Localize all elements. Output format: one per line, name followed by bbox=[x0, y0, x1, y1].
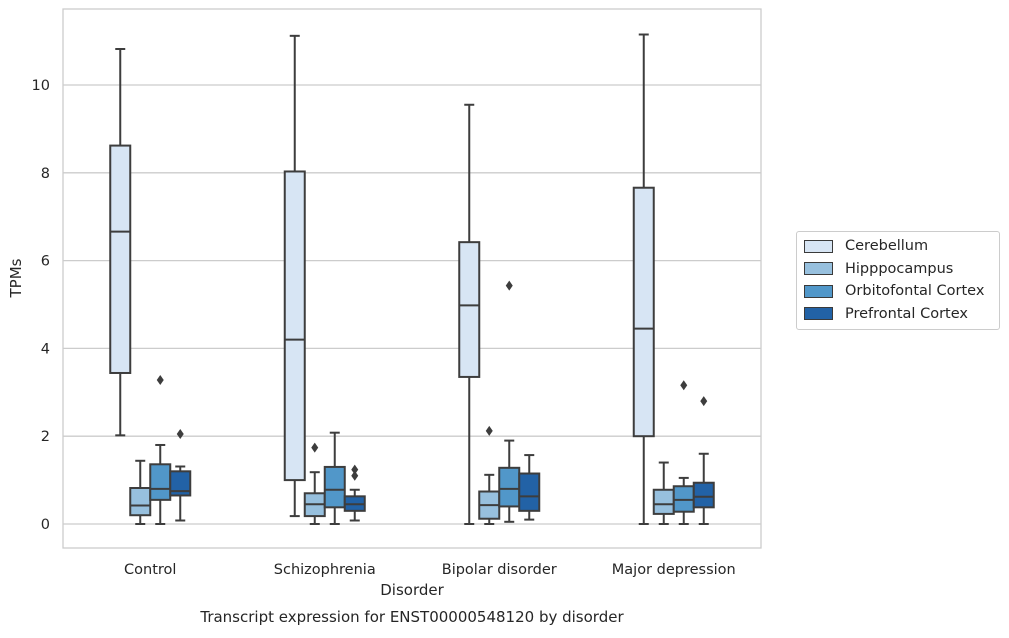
box bbox=[323, 465, 346, 509]
x-axis-label: Disorder bbox=[380, 581, 444, 599]
outlier-point bbox=[485, 425, 493, 436]
y-tick-label: 4 bbox=[41, 341, 50, 357]
box bbox=[652, 488, 675, 515]
legend-label: Orbitofontal Cortex bbox=[845, 283, 985, 300]
outlier-point bbox=[156, 375, 164, 386]
box-plot-series bbox=[109, 33, 715, 525]
y-tick-label: 2 bbox=[41, 429, 50, 445]
x-tick-label: Bipolar disorder bbox=[442, 562, 557, 578]
legend-item: Prefrontal Cortex bbox=[797, 303, 999, 326]
box-group bbox=[323, 431, 346, 525]
box bbox=[169, 470, 192, 497]
box-group bbox=[129, 459, 152, 525]
box bbox=[283, 170, 306, 482]
box bbox=[149, 463, 172, 501]
x-tick-label: Control bbox=[124, 562, 176, 578]
box-group bbox=[478, 425, 501, 525]
legend-swatch bbox=[804, 262, 833, 276]
y-tick-label: 10 bbox=[32, 78, 50, 94]
outlier-point bbox=[680, 380, 688, 391]
legend-swatch bbox=[804, 239, 833, 253]
y-tick-label: 0 bbox=[41, 517, 50, 533]
legend-label: Cerebellum bbox=[845, 238, 929, 255]
grid-lines bbox=[63, 84, 761, 525]
legend-item: Hipppocampus bbox=[797, 258, 999, 281]
outlier-point bbox=[700, 396, 708, 407]
box-group bbox=[283, 34, 306, 518]
y-axis-label: TPMs bbox=[7, 258, 25, 298]
plot-frame bbox=[62, 8, 762, 549]
box bbox=[458, 241, 481, 378]
y-tick-label: 6 bbox=[41, 254, 50, 270]
box-group bbox=[632, 33, 655, 525]
box-group bbox=[149, 375, 172, 525]
box-group bbox=[169, 429, 192, 522]
outlier-point bbox=[311, 442, 319, 453]
legend-swatch bbox=[804, 284, 833, 298]
chart-title: Transcript expression for ENST0000054812… bbox=[199, 608, 624, 626]
box-group bbox=[303, 442, 326, 525]
outlier-point bbox=[351, 470, 359, 481]
x-tick-label: Schizophrenia bbox=[274, 562, 376, 578]
x-tick-label: Major depression bbox=[612, 562, 736, 578]
outlier-point bbox=[176, 429, 184, 440]
box-group bbox=[652, 461, 675, 525]
box-group bbox=[109, 48, 132, 437]
box bbox=[498, 466, 521, 508]
box-group bbox=[692, 396, 715, 525]
legend: Cerebellum Hipppocampus Orbitofontal Corte… bbox=[796, 231, 1000, 330]
box bbox=[129, 487, 152, 517]
outlier-point bbox=[505, 280, 513, 291]
axis-ticks: 0 2 4 6 8 10 Control Schizophrenia Bipolar disor… bbox=[32, 78, 736, 578]
legend-label: Prefrontal Cortex bbox=[845, 305, 968, 322]
box-group bbox=[458, 103, 481, 525]
box-group bbox=[672, 380, 695, 525]
box bbox=[632, 186, 655, 438]
legend-label: Hipppocampus bbox=[845, 260, 954, 277]
box-group bbox=[498, 280, 521, 523]
box bbox=[109, 144, 132, 374]
outlier-point bbox=[351, 464, 359, 475]
legend-item: Cerebellum bbox=[797, 235, 999, 258]
legend-swatch bbox=[804, 307, 833, 321]
y-tick-label: 8 bbox=[41, 166, 50, 182]
box bbox=[518, 472, 541, 512]
box bbox=[692, 481, 715, 509]
box-group bbox=[343, 464, 366, 522]
box-group bbox=[518, 454, 541, 521]
legend-item: Orbitofontal Cortex bbox=[797, 280, 999, 303]
